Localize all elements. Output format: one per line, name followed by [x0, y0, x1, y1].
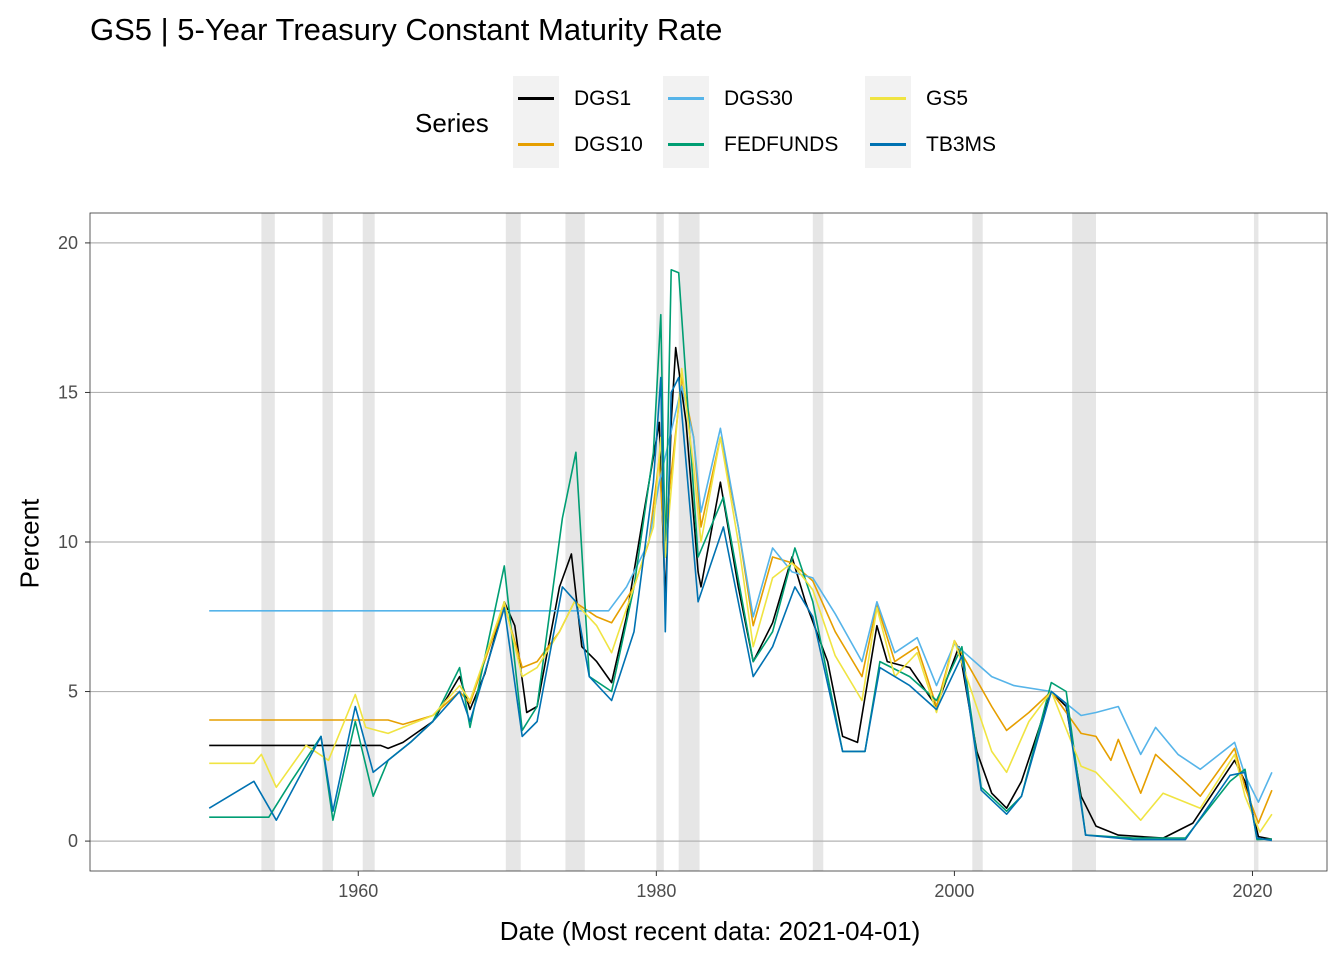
- legend-swatch: [870, 143, 906, 146]
- legend-key-fedfunds: [663, 122, 709, 168]
- legend-swatch: [668, 97, 704, 100]
- legend-key-dgs10: [513, 122, 559, 168]
- legend-label-gs5: GS5: [926, 87, 969, 110]
- y-tick-label-0: 0: [68, 831, 78, 851]
- legend-label-dgs30: DGS30: [724, 87, 793, 110]
- x-tick-label-1960: 1960: [338, 881, 378, 901]
- legend-swatch: [870, 97, 906, 100]
- legend-title: Series: [415, 108, 489, 138]
- y-tick-label-5: 5: [68, 682, 78, 702]
- legend-swatch: [668, 143, 704, 146]
- legend-label-dgs10: DGS10: [574, 133, 643, 156]
- y-axis-title: Percent: [14, 498, 45, 589]
- legend-key-tb3ms: [865, 122, 911, 168]
- legend-key-column: [865, 76, 911, 168]
- legend-label-tb3ms: TB3MS: [926, 133, 997, 156]
- x-tick-label-1980: 1980: [636, 881, 676, 901]
- series-line-gs5: [209, 367, 1273, 833]
- x-tick-label-2000: 2000: [934, 881, 974, 901]
- y-tick-label-15: 15: [58, 382, 78, 402]
- legend-key-dgs1: [513, 76, 559, 122]
- x-axis-title: Date (Most recent data: 2021-04-01): [499, 916, 921, 946]
- chart-title: GS5 | 5-Year Treasury Constant Maturity …: [90, 12, 723, 47]
- series-line-dgs30: [209, 385, 1273, 803]
- y-tick-label-20: 20: [58, 233, 78, 253]
- legend-swatch: [518, 97, 554, 100]
- series-line-tb3ms: [208, 376, 1273, 842]
- legend-key-gs5: [865, 76, 911, 122]
- legend-swatch: [518, 143, 554, 146]
- x-tick-label-2020: 2020: [1232, 881, 1272, 901]
- legend-key-dgs30: [663, 76, 709, 122]
- gridlines: [90, 242, 1327, 842]
- y-tick-label-10: 10: [58, 532, 78, 552]
- legend-label-dgs1: DGS1: [574, 87, 632, 110]
- series-lines: [208, 269, 1273, 842]
- legend-key-column: [513, 76, 559, 168]
- legend-label-fedfunds: FEDFUNDS: [724, 133, 839, 156]
- axis-ticks: 0 5 10 15 20 1960 1980 2000 2020: [58, 233, 1273, 901]
- legend-key-column: [663, 76, 709, 168]
